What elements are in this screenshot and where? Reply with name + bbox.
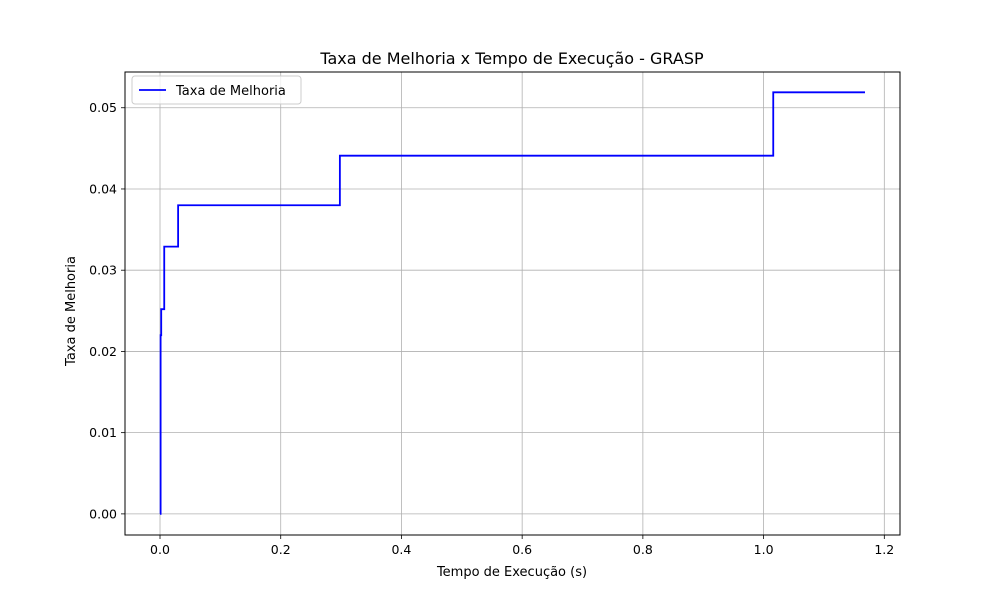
legend: Taxa de Melhoria (131, 75, 302, 105)
series-line (159, 91, 865, 515)
legend-label: Taxa de Melhoria (175, 84, 286, 99)
plot-frame (124, 71, 901, 536)
y-tick-label: 0.04 (89, 181, 117, 196)
x-tick-label: 0.2 (271, 542, 291, 557)
tick-marks (121, 107, 885, 539)
y-tick-label: 0.05 (89, 100, 117, 115)
x-tick-label: 0.0 (150, 542, 170, 557)
x-tick-label: 0.8 (633, 542, 653, 557)
chart-title: Taxa de Melhoria x Tempo de Execução - G… (319, 49, 704, 68)
series-layer (159, 91, 865, 515)
x-axis-label: Tempo de Execução (s) (436, 565, 587, 580)
x-tick-label: 0.6 (512, 542, 532, 557)
x-tick-label: 1.2 (874, 542, 894, 557)
y-tick-label: 0.00 (89, 506, 117, 521)
y-tick-label: 0.01 (89, 425, 117, 440)
grid-lines (125, 72, 900, 535)
y-tick-label: 0.03 (89, 263, 117, 278)
x-tick-label: 0.4 (391, 542, 411, 557)
legend-box (131, 75, 302, 105)
y-axis-label: Taxa de Melhoria (64, 256, 79, 367)
y-tick-label: 0.02 (89, 344, 117, 359)
x-tick-label: 1.0 (754, 542, 774, 557)
